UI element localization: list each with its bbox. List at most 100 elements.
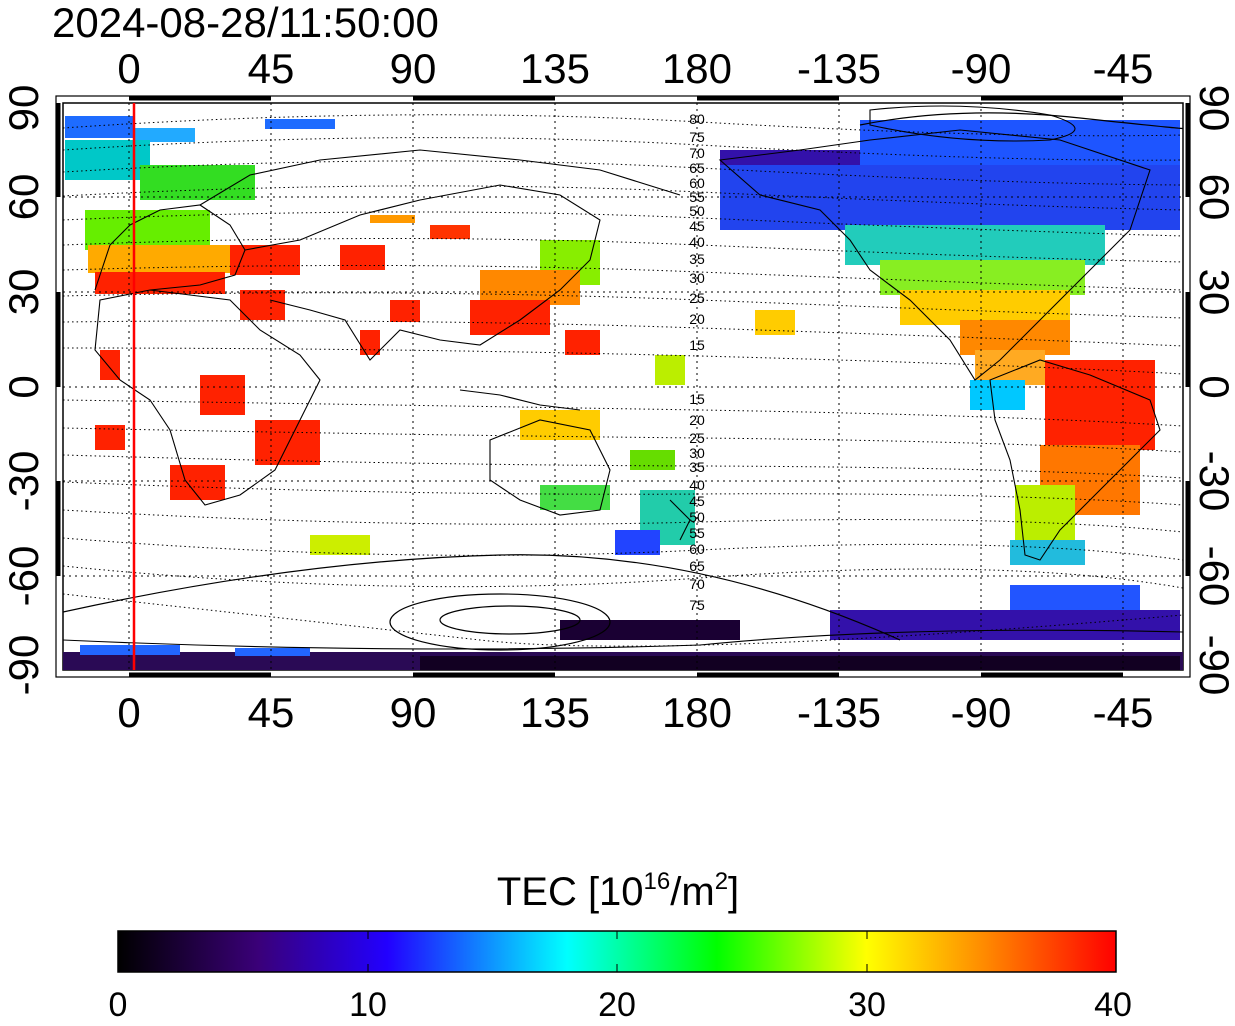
tec-data-layer bbox=[63, 116, 1183, 670]
contour-label-s: 55 bbox=[689, 525, 705, 541]
lat-tick-left: 0 bbox=[0, 375, 47, 398]
lat-ticks-right: 90 60 30 0 -30 -60 -90 bbox=[1191, 85, 1235, 696]
tec-patch-africa-a bbox=[200, 375, 245, 415]
contour-label-n: 15 bbox=[689, 337, 705, 353]
tec-patch-mideast bbox=[240, 290, 285, 320]
tec-patch-asia-b bbox=[340, 245, 385, 270]
tec-patch-asia-e bbox=[390, 300, 420, 322]
colorbar-tick: 0 bbox=[109, 986, 128, 1021]
contour-label-n: 20 bbox=[689, 311, 705, 327]
lon-tick-top: 0 bbox=[117, 45, 140, 92]
lat-tick-left: -60 bbox=[0, 546, 47, 607]
tec-patch-antarctic-blue2 bbox=[235, 648, 310, 656]
tec-patch-us-s bbox=[900, 290, 1070, 325]
lon-ticks-bottom: 0 45 90 135 180 -135 -90 -45 bbox=[117, 689, 1153, 736]
tec-patch-india bbox=[360, 330, 380, 355]
map-title: 2024-08-28/11:50:00 bbox=[52, 0, 439, 46]
lon-tick-bottom: 90 bbox=[390, 689, 437, 736]
lon-tick-top: 180 bbox=[662, 45, 732, 92]
tec-patch-philippines bbox=[565, 330, 600, 355]
lat-tick-left: -90 bbox=[0, 635, 47, 696]
tec-patch-europe-b bbox=[88, 245, 233, 273]
map-panel: 80 75 70 65 60 55 50 45 40 35 30 25 20 1… bbox=[0, 45, 1235, 736]
tec-patch-pacific-a bbox=[630, 450, 675, 470]
lon-tick-bottom: -135 bbox=[797, 689, 881, 736]
colorbar-title: TEC [1016/m2] bbox=[497, 868, 739, 914]
contour-label-s: 40 bbox=[689, 477, 705, 493]
lat-tick-right: 0 bbox=[1191, 375, 1235, 398]
tec-patch-sa-n bbox=[1045, 360, 1155, 450]
tec-patch-na-b bbox=[845, 225, 1105, 265]
tec-patch-antarctic-dark bbox=[420, 656, 1180, 670]
lat-ticks-left: 90 60 30 0 -30 -60 -90 bbox=[0, 85, 47, 696]
tec-patch-na-c bbox=[880, 260, 1085, 295]
contour-label-n: 70 bbox=[689, 145, 705, 161]
lon-tick-top: -45 bbox=[1093, 45, 1154, 92]
contour-label-s: 50 bbox=[689, 509, 705, 525]
lat-tick-right: -90 bbox=[1191, 635, 1235, 696]
colorbar-ticks: 0 10 20 30 40 bbox=[109, 986, 1132, 1024]
contour-label-n: 30 bbox=[689, 270, 705, 286]
lon-tick-bottom: 180 bbox=[662, 689, 732, 736]
contour-label-s: 70 bbox=[689, 576, 705, 592]
lon-tick-bottom: -90 bbox=[951, 689, 1012, 736]
contour-label-s: 25 bbox=[689, 430, 705, 446]
contour-labels: 80 75 70 65 60 55 50 45 40 35 30 25 20 1… bbox=[689, 111, 705, 613]
tec-patch-canada-n bbox=[860, 120, 1180, 165]
tec-patch-indian-ocean bbox=[310, 535, 370, 555]
tec-patch-antarctic-c bbox=[560, 620, 740, 640]
colorbar: TEC [1016/m2] 0 10 20 30 40 bbox=[109, 868, 1132, 1024]
lat-tick-right: 30 bbox=[1191, 269, 1235, 316]
lat-tick-left: 30 bbox=[0, 269, 47, 316]
tec-patch-pacific-c bbox=[655, 355, 685, 385]
lat-tick-right: -30 bbox=[1191, 451, 1235, 512]
tec-patch-asia-d bbox=[370, 215, 415, 223]
tec-patch-australia-b bbox=[540, 485, 610, 510]
contour-label-s: 65 bbox=[689, 558, 705, 574]
tec-patch-antarctic-b bbox=[830, 610, 1180, 640]
tec-patch-arctic-eu-2 bbox=[135, 128, 195, 142]
tec-patch-arctic-eu bbox=[65, 116, 135, 138]
contour-label-s: 75 bbox=[689, 597, 705, 613]
contour-label-n: 80 bbox=[689, 111, 705, 127]
tec-patch-sa-tip bbox=[1010, 540, 1085, 565]
contour-label-s: 15 bbox=[689, 391, 705, 407]
colorbar-tick-marks bbox=[367, 931, 868, 972]
contour-lines-solid bbox=[63, 112, 1183, 651]
tec-patch-africa-c bbox=[170, 465, 225, 500]
tec-patch-europe-c bbox=[95, 272, 225, 294]
lon-tick-bottom: 0 bbox=[117, 689, 140, 736]
contour-label-n: 50 bbox=[689, 203, 705, 219]
contour-label-n: 40 bbox=[689, 234, 705, 250]
tec-patch-pac-coast bbox=[970, 380, 1025, 410]
lat-tick-right: 90 bbox=[1191, 85, 1235, 132]
lon-tick-top: -135 bbox=[797, 45, 881, 92]
colorbar-tick: 40 bbox=[1094, 986, 1132, 1021]
tec-patch-antarctic-blue1 bbox=[80, 645, 180, 655]
lon-tick-bottom: 45 bbox=[248, 689, 295, 736]
tec-patch-drake bbox=[1010, 585, 1140, 610]
contour-lines bbox=[63, 114, 1183, 647]
tec-patch-asia-c bbox=[430, 225, 470, 239]
tec-patch-russia-n bbox=[140, 165, 255, 200]
contour-label-n: 75 bbox=[689, 129, 705, 145]
tec-patch-scandinavia bbox=[65, 140, 150, 180]
tec-patch-japan-b bbox=[480, 270, 580, 305]
contour-label-n: 55 bbox=[689, 189, 705, 205]
tec-patch-nz-b bbox=[615, 530, 660, 555]
contour-label-n: 25 bbox=[689, 290, 705, 306]
tec-patch-arctic-eu-3 bbox=[265, 119, 335, 129]
lon-tick-top: -90 bbox=[951, 45, 1012, 92]
lat-tick-right: -60 bbox=[1191, 546, 1235, 607]
lon-tick-top: 90 bbox=[390, 45, 437, 92]
frame-tick-bars bbox=[55, 95, 1191, 678]
contour-label-n: 60 bbox=[689, 175, 705, 191]
tec-patch-australia-a bbox=[520, 410, 600, 440]
lat-tick-left: 90 bbox=[0, 85, 47, 132]
lon-tick-bottom: 135 bbox=[520, 689, 590, 736]
tec-patch-africa-nw bbox=[100, 350, 120, 380]
tec-patch-china bbox=[470, 300, 550, 335]
contour-label-n: 45 bbox=[689, 218, 705, 234]
contour-label-s: 60 bbox=[689, 541, 705, 557]
map-outer-frame bbox=[55, 95, 1191, 678]
